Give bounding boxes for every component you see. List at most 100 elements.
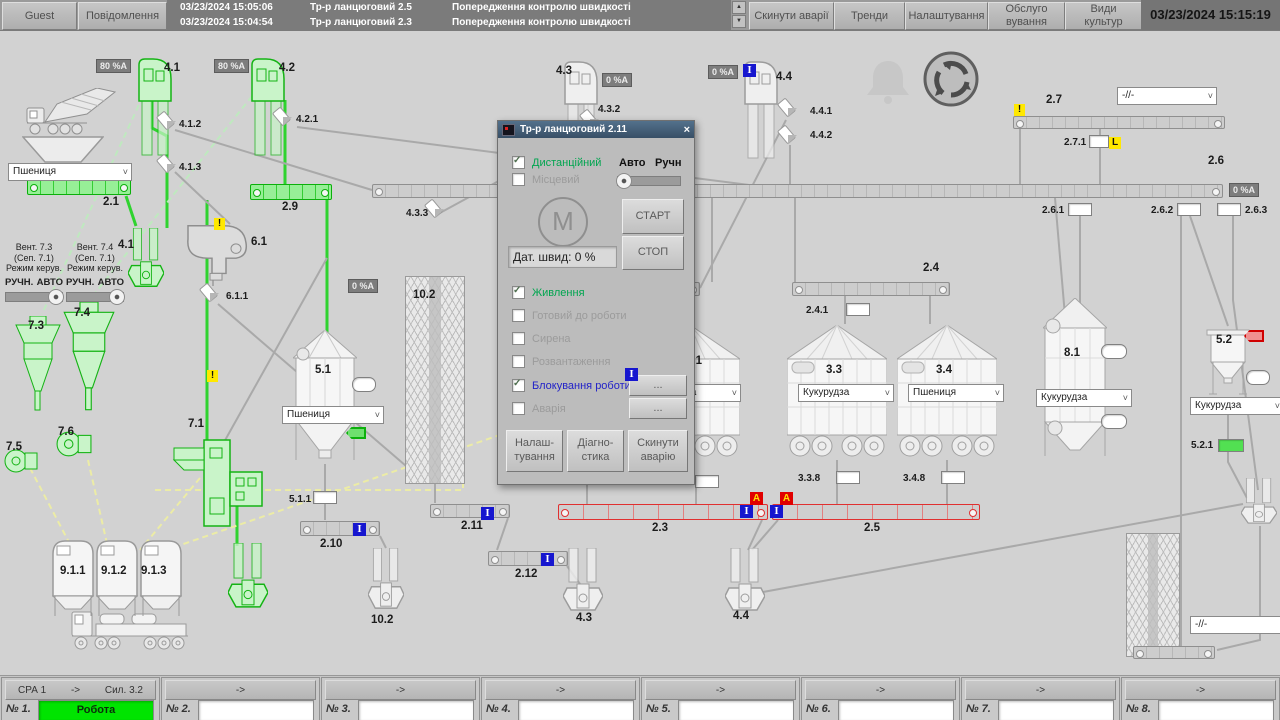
route-button[interactable]: ->	[485, 680, 636, 700]
fan-mode-switch[interactable]	[5, 288, 64, 305]
start-button[interactable]: СТАРТ	[622, 199, 684, 234]
receiving-hopper[interactable]	[22, 136, 104, 164]
valve-icon[interactable]	[155, 153, 178, 177]
material-select[interactable]: Пшениця ˅	[8, 163, 132, 181]
expand-button[interactable]: ...	[629, 375, 687, 396]
mode-switch-thumb[interactable]	[616, 173, 632, 189]
valve-icon[interactable]	[776, 124, 799, 148]
chevron-down-icon: ˅	[884, 388, 890, 398]
storage-silo[interactable]	[1043, 298, 1107, 460]
bucket-elevator-boot[interactable]	[725, 548, 765, 614]
valve-icon[interactable]	[155, 110, 178, 134]
fan-mode-thumb[interactable]	[48, 288, 64, 305]
checkbox-box[interactable]	[512, 402, 525, 415]
conveyor[interactable]	[1133, 646, 1215, 659]
mode-switch[interactable]	[616, 173, 681, 189]
material-select[interactable]: Кукурудза ˅	[798, 384, 894, 402]
route-button[interactable]: ->	[965, 680, 1116, 700]
scroll-down-icon[interactable]: ▼	[732, 15, 746, 28]
conveyor[interactable]	[27, 179, 131, 195]
conveyor[interactable]	[558, 504, 768, 520]
conveyor[interactable]	[792, 282, 950, 296]
alarm-row[interactable]: 03/23/2024 15:04:54 Тр-р ланцюговий 2.3 По…	[167, 16, 731, 30]
checkbox-box[interactable]	[512, 155, 525, 169]
bucket-elevator-boot[interactable]	[1241, 478, 1277, 526]
checkbox-box[interactable]	[512, 309, 525, 322]
dialog-checkbox[interactable]: Готовий до роботи	[512, 309, 627, 322]
conveyor[interactable]	[1013, 116, 1225, 129]
dialog-checkbox[interactable]: Дистанційний	[512, 155, 601, 169]
surge-hopper[interactable]	[1205, 328, 1251, 398]
reset-alarm-button[interactable]: Скинути аварію	[628, 430, 688, 472]
checkbox-box[interactable]	[512, 285, 525, 299]
valve-icon[interactable]	[198, 282, 221, 306]
dialog-titlebar[interactable]: Тр-р ланцюговий 2.11 ×	[498, 121, 694, 138]
refresh-icon[interactable]	[922, 50, 980, 108]
conveyor[interactable]	[772, 504, 980, 520]
material-select[interactable]: -//-˅	[1190, 616, 1280, 634]
diagnostics-button[interactable]: Діагно- стика	[567, 430, 624, 472]
separator[interactable]	[168, 438, 268, 530]
alarm-list[interactable]: 03/23/2024 15:05:06 Тр-р ланцюговий 2.5 По…	[167, 0, 731, 30]
cyclone[interactable]	[62, 302, 116, 412]
checkbox-box[interactable]	[512, 173, 525, 186]
checkbox-box[interactable]	[512, 332, 525, 345]
scroll-up-icon[interactable]: ▲	[732, 1, 746, 14]
expand-button[interactable]: ...	[629, 398, 687, 419]
messages-button[interactable]: Повідомлення	[78, 2, 167, 30]
user-button[interactable]: Guest	[2, 2, 77, 30]
settings-button[interactable]: Налаштування	[905, 2, 988, 30]
route-button[interactable]: ->	[645, 680, 796, 700]
semi-truck[interactable]	[70, 590, 190, 662]
material-select[interactable]: Кукурудза ˅	[1190, 397, 1280, 415]
stop-button[interactable]: СТОП	[622, 236, 684, 270]
checkbox-box[interactable]	[512, 378, 525, 392]
dialog-checkbox[interactable]: Сирена	[512, 332, 571, 345]
bucket-elevator-boot[interactable]	[228, 543, 268, 611]
route-button[interactable]: ->	[325, 680, 476, 700]
scale-hopper[interactable]	[180, 220, 260, 282]
dialog-checkbox[interactable]: Місцевий	[512, 173, 580, 186]
cultures-button[interactable]: Види культур	[1065, 2, 1142, 30]
loadout-bins[interactable]	[52, 538, 182, 618]
dump-truck[interactable]	[25, 88, 120, 140]
fan-mode-thumb[interactable]	[109, 288, 125, 305]
valve-icon[interactable]	[271, 106, 294, 130]
dialog-checkbox[interactable]: Розвантаження	[512, 355, 610, 368]
storage-bin[interactable]	[293, 330, 357, 465]
bucket-elevator-head[interactable]	[250, 57, 286, 157]
route-button[interactable]: ->	[805, 680, 956, 700]
material-select[interactable]: -//-˅	[1117, 87, 1217, 105]
material-select[interactable]: Кукурудза ˅	[1036, 389, 1132, 407]
aspiration-fan[interactable]	[4, 448, 38, 474]
conveyor[interactable]	[488, 551, 568, 566]
dialog-checkbox[interactable]: Блокування роботи	[512, 378, 631, 392]
aspiration-fan[interactable]	[56, 430, 92, 458]
trends-button[interactable]: Тренди	[834, 2, 905, 30]
settings-button[interactable]: Налаш- тування	[506, 430, 563, 472]
valve-icon[interactable]	[776, 97, 799, 121]
material-select[interactable]: Пшениця ˅	[282, 406, 384, 424]
route-button[interactable]: ->	[1125, 680, 1276, 700]
bucket-elevator-boot[interactable]	[563, 548, 603, 614]
route-button[interactable]: ->	[165, 680, 316, 700]
close-icon[interactable]: ×	[683, 123, 690, 136]
conveyor[interactable]	[250, 184, 332, 200]
bucket-elevator-boot[interactable]	[368, 548, 404, 612]
dialog-checkbox[interactable]: Аварія	[512, 402, 566, 415]
checkbox-box[interactable]	[512, 355, 525, 368]
fan-mode-switch[interactable]	[66, 288, 125, 305]
bucket-elevator-head[interactable]	[137, 57, 173, 157]
dialog-checkbox[interactable]: Живлення	[512, 285, 585, 299]
valve-icon[interactable]	[423, 198, 446, 222]
bucket-elevator-boot[interactable]	[128, 228, 164, 290]
reset-alarms-button[interactable]: Скинути аварії	[749, 2, 834, 30]
material-select[interactable]: Пшениця ˅	[908, 384, 1004, 402]
route-button[interactable]: СРА 1 -> Сил. 3.2	[5, 680, 156, 700]
alarm-row[interactable]: 03/23/2024 15:05:06 Тр-р ланцюговий 2.5 По…	[167, 1, 731, 15]
conveyor[interactable]	[430, 504, 510, 518]
service-button[interactable]: Обслуго вування	[988, 2, 1065, 30]
conveyor[interactable]	[300, 521, 380, 536]
alarm-scrollbar[interactable]: ▲ ▼	[732, 1, 746, 29]
cyclone[interactable]	[14, 316, 62, 412]
